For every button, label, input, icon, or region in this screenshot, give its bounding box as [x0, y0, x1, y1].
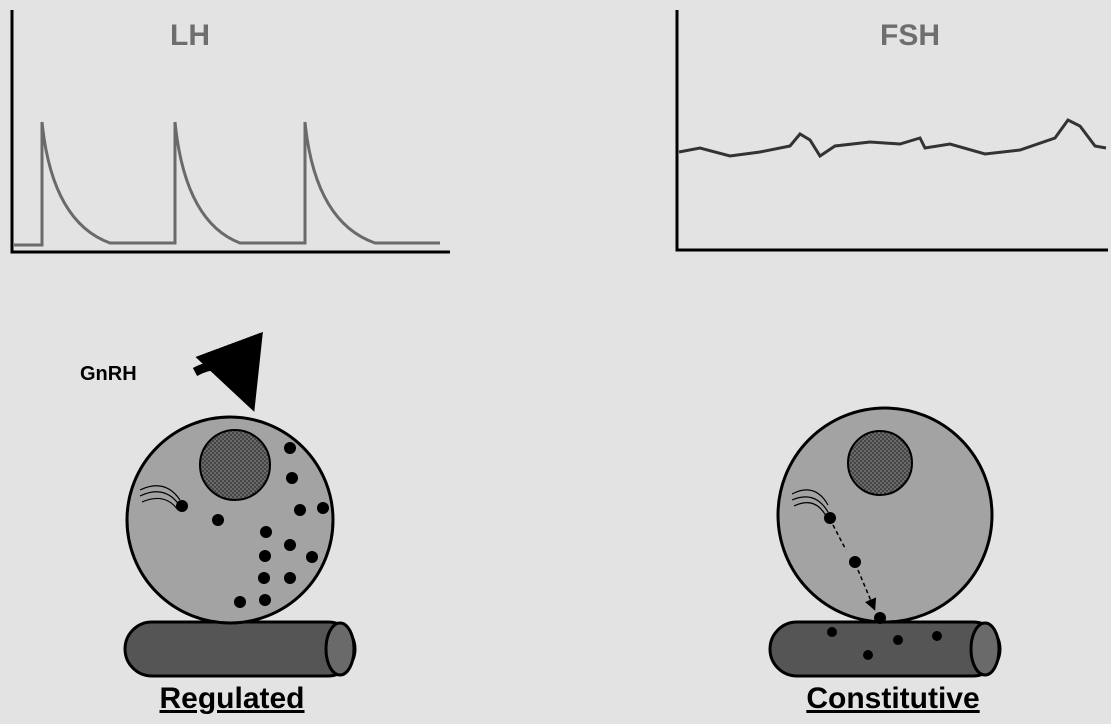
vessel	[768, 620, 1002, 678]
axes	[10, 10, 450, 254]
cell	[125, 415, 335, 625]
cell-label: Regulated	[159, 682, 304, 715]
vessel-end	[324, 621, 356, 677]
vessel	[123, 620, 357, 678]
cell	[776, 406, 994, 624]
fsh-trace	[678, 118, 1107, 159]
fsh-panel: FSH	[675, 10, 1108, 252]
granules	[176, 442, 329, 608]
lh-pulses	[14, 121, 440, 247]
regulated-cell: GnRH Regulated	[80, 331, 357, 715]
nucleus	[199, 429, 271, 501]
panel-title: LH	[170, 19, 210, 52]
constitutive-cell: Constitutive	[768, 406, 1002, 715]
golgi	[791, 489, 829, 517]
stimulus-label: GnRH	[80, 363, 137, 385]
lh-panel: LH	[10, 10, 450, 254]
secretion-path	[832, 524, 874, 608]
cell-label: Constitutive	[806, 682, 979, 715]
vessel-end	[969, 621, 1001, 677]
stimulus-arrow	[192, 331, 263, 412]
panel-title: FSH	[880, 19, 940, 52]
nucleus	[847, 430, 913, 496]
axes	[675, 10, 1108, 252]
